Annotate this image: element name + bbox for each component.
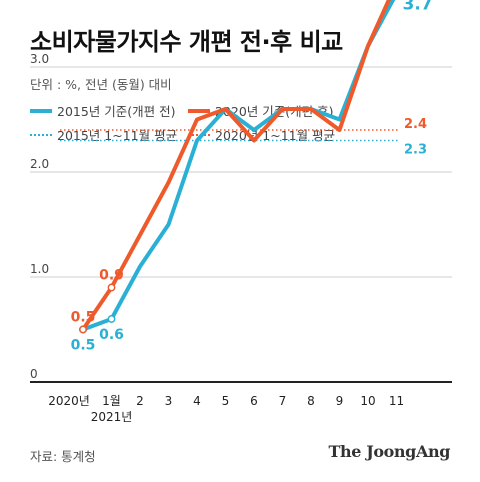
chart-title: 소비자물가지수 개편 전·후 비교 [30,28,343,56]
x-tick-label: 11 [389,394,404,408]
legend-swatch-2020-average [188,133,210,136]
legend-label-2015-average: 2015년 1~11월 평균 [57,128,178,143]
data-label: 3.7 [403,0,433,15]
x-tick-label: 7 [279,394,287,408]
x-tick-label: 5 [222,394,230,408]
x-tick-label: 6 [250,394,258,408]
data-label: 0.9 [99,268,124,284]
y-tick-label: 2.0 [30,157,49,171]
series-line-1 [81,0,392,332]
x-tick-label: 9 [336,394,344,408]
x-tick-label: 10 [360,394,375,408]
data-label: 0.5 [71,310,96,326]
legend-swatch-2015-average [30,133,52,136]
legend-item-2015-average: 2015년 1~11월 평균 [30,125,177,144]
y-tick-label: 0 [30,367,38,381]
series-line-0 [81,0,396,332]
average-value-label: 2.3 [404,143,427,158]
data-label: 0.6 [99,327,124,343]
average-value-label: 2.4 [404,117,427,132]
x-tick-label: 4 [193,394,201,408]
x-tick-label: 2 [136,394,144,408]
source-note: 자료: 통계청 [30,449,96,464]
data-point-marker [107,283,116,292]
legend-item-2015-base: 2015년 기준(개편 전) [30,101,176,120]
x-tick-sublabel: 2021년 [91,410,133,424]
x-tick-label: 3 [165,394,173,408]
legend-swatch-2020-base [188,108,210,113]
y-tick-label: 1.0 [30,262,49,276]
brand-logo: The JoongAng [328,442,451,461]
x-tick-label: 8 [307,394,315,408]
legend-label-2015-base: 2015년 기준(개편 전) [57,104,176,119]
unit-note: 단위 : %, 전년 (동월) 대비 [30,77,172,92]
y-tick-label: 3.0 [30,52,49,66]
legend-swatch-2015-base [30,108,52,113]
data-point-marker [79,325,87,334]
data-label: 0.5 [71,338,96,354]
data-point-marker [107,315,116,323]
x-tick-label: 1월 [102,394,121,408]
x-tick-label: 2020년 [48,394,90,408]
